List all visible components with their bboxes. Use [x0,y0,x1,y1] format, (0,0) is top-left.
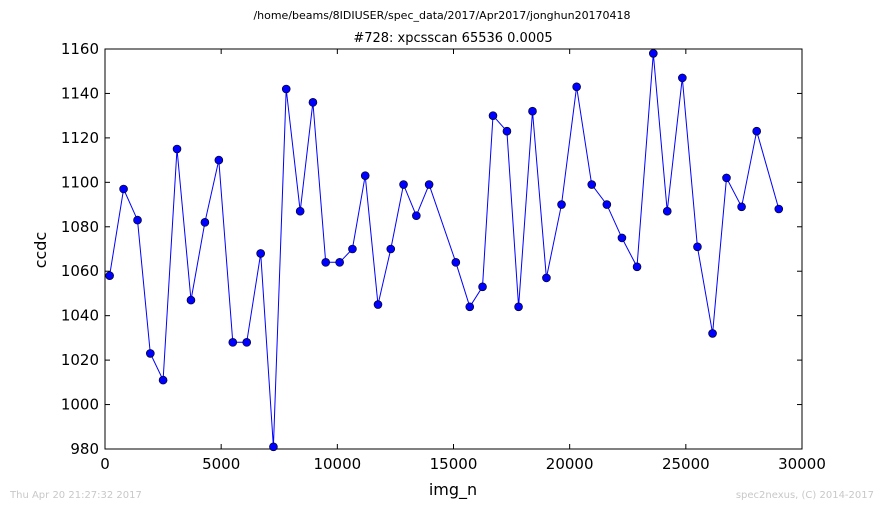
data-point [602,200,612,209]
data-point [360,171,370,180]
data-point [214,155,224,165]
axis-ticks [104,48,803,450]
data-point [587,180,597,189]
y-tick-label: 1080 [61,218,99,236]
data-point [308,98,318,107]
y-tick-label: 1060 [61,262,99,280]
data-point [105,271,114,280]
y-tick-label: 1020 [61,351,99,369]
y-tick-label: 1140 [61,84,99,102]
data-point [295,206,305,216]
y-axis-label: ccdc [31,232,50,269]
data-point [774,204,784,214]
data-point [373,300,383,309]
data-point [228,338,238,347]
file-path-title: /home/beams/8IDIUSER/spec_data/2017/Apr2… [253,9,630,22]
data-point [172,144,182,154]
data-point [752,126,761,136]
data-point [542,273,551,283]
data-point [424,180,434,189]
x-tick-label: 5000 [202,455,240,473]
x-tick-label: 15000 [430,455,478,473]
data-point [722,173,731,183]
footer-credit: spec2nexus, (C) 2014-2017 [736,490,874,501]
series-line [109,53,780,447]
data-point [335,258,344,267]
data-point [649,49,658,58]
data-point [200,218,210,227]
x-tick-label: 25000 [662,455,710,473]
data-point [348,244,357,254]
y-tick-label: 1120 [61,129,99,147]
plot-area [104,48,803,452]
data-point [399,180,408,189]
data-point [693,242,702,252]
footer-timestamp: Thu Apr 20 21:27:32 2017 [9,490,142,501]
x-tick-labels: 0 5000 10000 15000 20000 25000 30000 [100,455,826,473]
y-tick-label: 1100 [61,173,99,191]
data-point [737,202,746,212]
data-point [502,126,512,136]
y-tick-label: 1040 [61,307,99,325]
data-point [465,302,475,312]
x-tick-label: 20000 [546,455,594,473]
data-point [528,106,537,116]
data-point [242,338,252,347]
series-markers [105,49,784,452]
plot-title: #728: xpcsscan 65536 0.0005 [353,31,552,46]
data-point [256,249,265,258]
data-point [662,206,672,216]
data-point [678,73,687,83]
data-point [158,375,168,385]
data-point [321,258,331,267]
data-point [133,215,142,225]
data-point [386,244,396,254]
data-point [269,442,278,452]
y-tick-label: 1160 [61,40,99,58]
x-tick-label: 0 [100,455,110,473]
x-axis-label: img_n [429,480,477,500]
data-point [146,349,155,358]
data-point [514,302,523,312]
data-point [412,211,421,220]
data-point [557,200,566,209]
x-tick-label: 10000 [313,455,361,473]
y-tick-label: 980 [70,440,99,458]
data-point [708,329,717,338]
data-point [478,282,487,292]
data-point [617,233,627,243]
data-point [186,295,196,305]
y-tick-labels: 980 1000 1020 1040 1060 1080 1100 1120 1140 1160 [61,40,99,458]
data-point [632,262,642,272]
data-point [451,258,461,267]
data-point [281,84,291,94]
data-point [572,82,581,92]
x-tick-label: 30000 [778,455,826,473]
data-point [488,111,498,120]
data-point [119,184,128,194]
y-tick-label: 1000 [61,396,99,414]
